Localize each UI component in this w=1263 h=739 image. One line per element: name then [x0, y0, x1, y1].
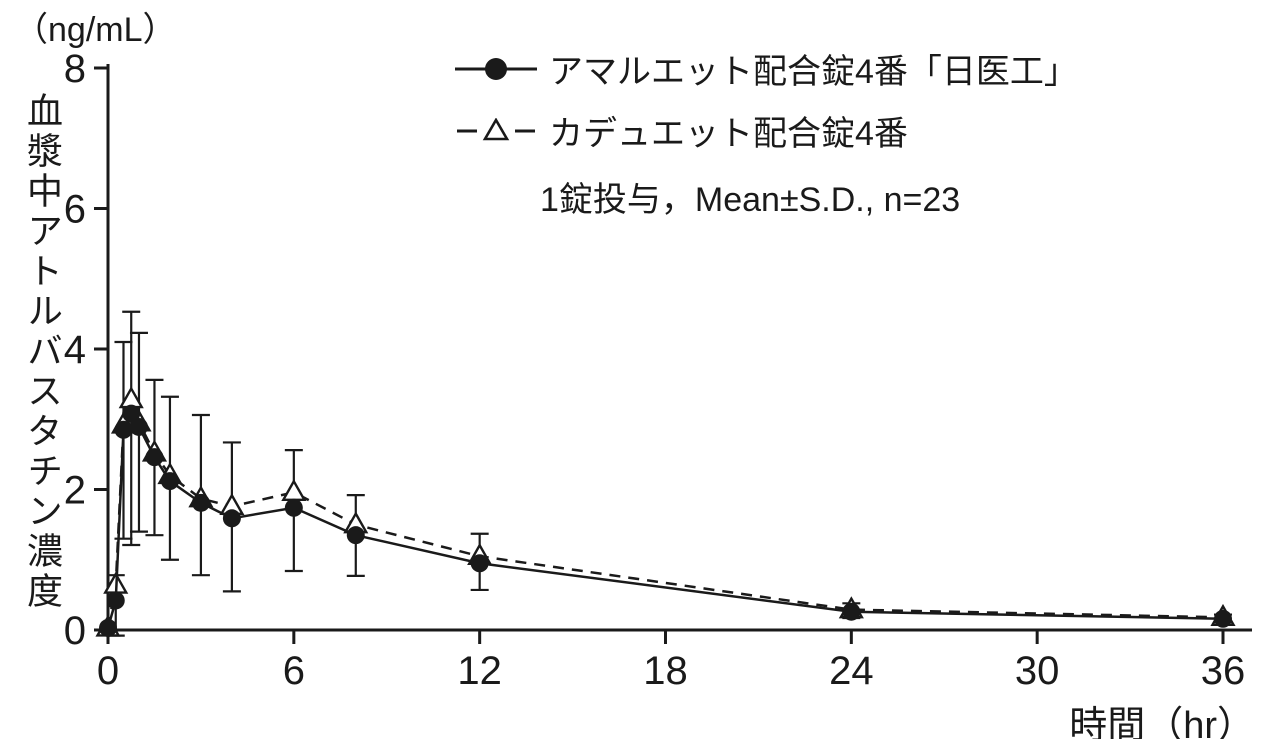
series-amalette-point [160, 472, 179, 491]
series-caduet-line [106, 395, 1224, 629]
x-tick-label: 24 [829, 649, 874, 693]
filled-circle-marker-icon [455, 57, 537, 80]
x-tick-label: 36 [1201, 649, 1246, 693]
y-tick-label: 0 [64, 609, 86, 653]
series-amalette-point [222, 509, 241, 528]
series-amalette-line [106, 410, 1224, 629]
series-amalette-point [129, 417, 148, 436]
y-tick-label: 4 [64, 328, 86, 372]
series-amalette-point [122, 404, 141, 423]
legend-note: 1錠投与，Mean±S.D., n=23 [540, 181, 961, 219]
legend-entry-amalette: アマルエット配合錠4番「日医工」 [455, 44, 1078, 93]
series-amalette-point [99, 618, 117, 637]
x-tick-label: 18 [643, 649, 688, 693]
y-tick-label: 8 [64, 47, 86, 91]
y-axis-unit-label: （ng/mL） [14, 11, 177, 49]
legend-label-caduet: カデュエット配合錠4番 [549, 115, 908, 153]
x-tick-label: 6 [283, 649, 305, 693]
series-amalette-point [106, 591, 125, 610]
series-amalette-point [114, 420, 133, 439]
x-axis-title: 時間（hr） [1069, 705, 1255, 739]
x-tick-label: 30 [1015, 649, 1060, 693]
legend-label-amalette: アマルエット配合錠4番「日医工」 [549, 53, 1078, 91]
x-tick-label: 12 [457, 649, 502, 693]
series-caduet-point [281, 478, 307, 502]
series-amalette-point [191, 493, 210, 512]
x-tick-label: 0 [97, 649, 119, 693]
legend-entry-caduet: カデュエット配合錠4番 [455, 106, 908, 155]
y-tick-label: 2 [64, 469, 86, 513]
y-axis-title: 血漿中アトルバスタチン濃度 [22, 92, 63, 612]
series-amalette-point [842, 602, 861, 621]
series-amalette-point [1214, 609, 1232, 628]
y-tick-label: 6 [64, 188, 86, 232]
series-amalette-point [470, 554, 489, 573]
series-amalette-point [145, 448, 164, 467]
series-amalette-point [346, 526, 365, 545]
series-amalette-point [284, 498, 303, 517]
open-triangle-marker-icon [457, 117, 535, 140]
